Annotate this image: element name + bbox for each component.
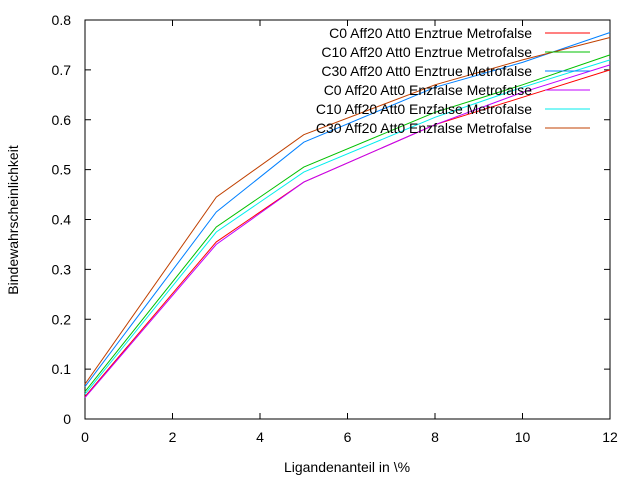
y-tick-label: 0.8 bbox=[52, 12, 72, 28]
plot-frame bbox=[84, 19, 611, 420]
x-tick-label: 2 bbox=[169, 429, 177, 445]
legend-label-6: C30 Aff20 Att0 Enzfalse Metrofalse bbox=[316, 120, 532, 136]
y-tick-label: 0.3 bbox=[52, 261, 72, 277]
legend-label-2: C10 Aff20 Att0 Enztrue Metrofalse bbox=[321, 44, 532, 60]
series-line-4 bbox=[84, 64, 611, 398]
x-tick-label: 4 bbox=[256, 429, 264, 445]
series-line-5 bbox=[84, 59, 611, 395]
y-tick-label: 0.4 bbox=[52, 212, 72, 228]
legend-label-4: C0 Aff20 Att0 Enzfalse Metrofalse bbox=[324, 82, 533, 98]
x-tick-label: 0 bbox=[81, 429, 89, 445]
series-group bbox=[84, 32, 611, 398]
series-line-1 bbox=[84, 69, 611, 397]
y-tick-label: 0.5 bbox=[52, 162, 72, 178]
x-tick-label: 8 bbox=[431, 429, 439, 445]
x-tick-label: 6 bbox=[344, 429, 352, 445]
y-tick-label: 0.1 bbox=[52, 361, 72, 377]
legend: C0 Aff20 Att0 Enztrue Metrofalse C10 Aff2… bbox=[316, 25, 590, 136]
series-line-6 bbox=[84, 37, 611, 385]
x-tick-label: 12 bbox=[602, 429, 618, 445]
series-line-2 bbox=[84, 54, 611, 392]
y-tick-label: 0.2 bbox=[52, 311, 72, 327]
y-axis-label: Bindewahrscheinlichkeit bbox=[5, 145, 21, 295]
series-line-3 bbox=[84, 32, 611, 387]
x-axis-label: Ligandenanteil in \% bbox=[284, 459, 410, 475]
y-tick-label: 0.7 bbox=[52, 62, 72, 78]
y-tick-label: 0.6 bbox=[52, 112, 72, 128]
y-tick-label: 0 bbox=[63, 411, 71, 427]
legend-label-1: C0 Aff20 Att0 Enztrue Metrofalse bbox=[329, 25, 532, 41]
x-tick-label: 10 bbox=[515, 429, 531, 445]
legend-label-5: C10 Aff20 Att0 Enzfalse Metrofalse bbox=[316, 101, 532, 117]
axis-ticks: 0 2 4 6 8 10 12 0 0.1 0.2 0.3 0.4 0.5 0.6 0.7 0.8 bbox=[52, 12, 618, 445]
legend-label-3: C30 Aff20 Att0 Enztrue Metrofalse bbox=[321, 63, 532, 79]
